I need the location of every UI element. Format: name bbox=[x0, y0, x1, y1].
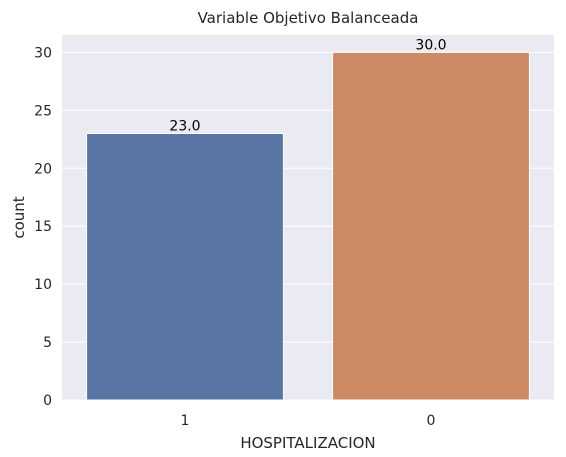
y-axis-label: count bbox=[10, 196, 28, 238]
bar-1 bbox=[86, 132, 284, 401]
x-axis-label: HOSPITALIZACION bbox=[240, 434, 375, 452]
x-tick-label: 0 bbox=[427, 413, 436, 429]
y-tick-label: 25 bbox=[34, 103, 52, 119]
y-axis-ticks: 0 5 10 15 20 25 30 bbox=[34, 45, 52, 409]
y-tick-label: 10 bbox=[34, 277, 52, 293]
y-tick-label: 30 bbox=[34, 45, 52, 61]
bars bbox=[86, 51, 530, 401]
y-tick-label: 5 bbox=[43, 335, 52, 351]
bar-value-label: 23.0 bbox=[169, 118, 200, 134]
bar-value-label: 30.0 bbox=[415, 37, 446, 53]
y-tick-label: 20 bbox=[34, 161, 52, 177]
x-tick-label: 1 bbox=[181, 413, 190, 429]
bar-0 bbox=[332, 51, 530, 401]
y-tick-label: 0 bbox=[43, 393, 52, 409]
y-tick-label: 15 bbox=[34, 219, 52, 235]
bar-value-labels: 23.0 30.0 bbox=[169, 37, 446, 134]
chart-title: Variable Objetivo Balanceada bbox=[198, 9, 419, 27]
